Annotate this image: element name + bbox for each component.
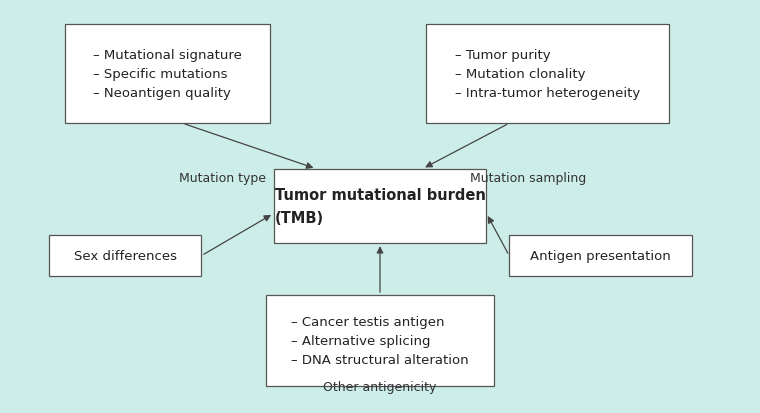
FancyBboxPatch shape <box>426 25 669 124</box>
Text: – Tumor purity
– Mutation clonality
– Intra-tumor heterogeneity: – Tumor purity – Mutation clonality – In… <box>454 49 640 100</box>
FancyBboxPatch shape <box>274 169 486 244</box>
FancyBboxPatch shape <box>49 235 201 277</box>
FancyBboxPatch shape <box>509 235 692 277</box>
Text: Sex differences: Sex differences <box>74 249 177 263</box>
Text: Antigen presentation: Antigen presentation <box>530 249 671 263</box>
Text: Other antigenicity: Other antigenicity <box>323 380 437 393</box>
FancyBboxPatch shape <box>266 295 494 386</box>
FancyBboxPatch shape <box>65 25 270 124</box>
Text: Mutation type: Mutation type <box>179 171 265 184</box>
Text: Tumor mutational burden
(TMB): Tumor mutational burden (TMB) <box>274 188 486 225</box>
Text: – Cancer testis antigen
– Alternative splicing
– DNA structural alteration: – Cancer testis antigen – Alternative sp… <box>291 315 469 366</box>
Text: – Mutational signature
– Specific mutations
– Neoantigen quality: – Mutational signature – Specific mutati… <box>93 49 242 100</box>
Text: Mutation sampling: Mutation sampling <box>470 171 586 184</box>
